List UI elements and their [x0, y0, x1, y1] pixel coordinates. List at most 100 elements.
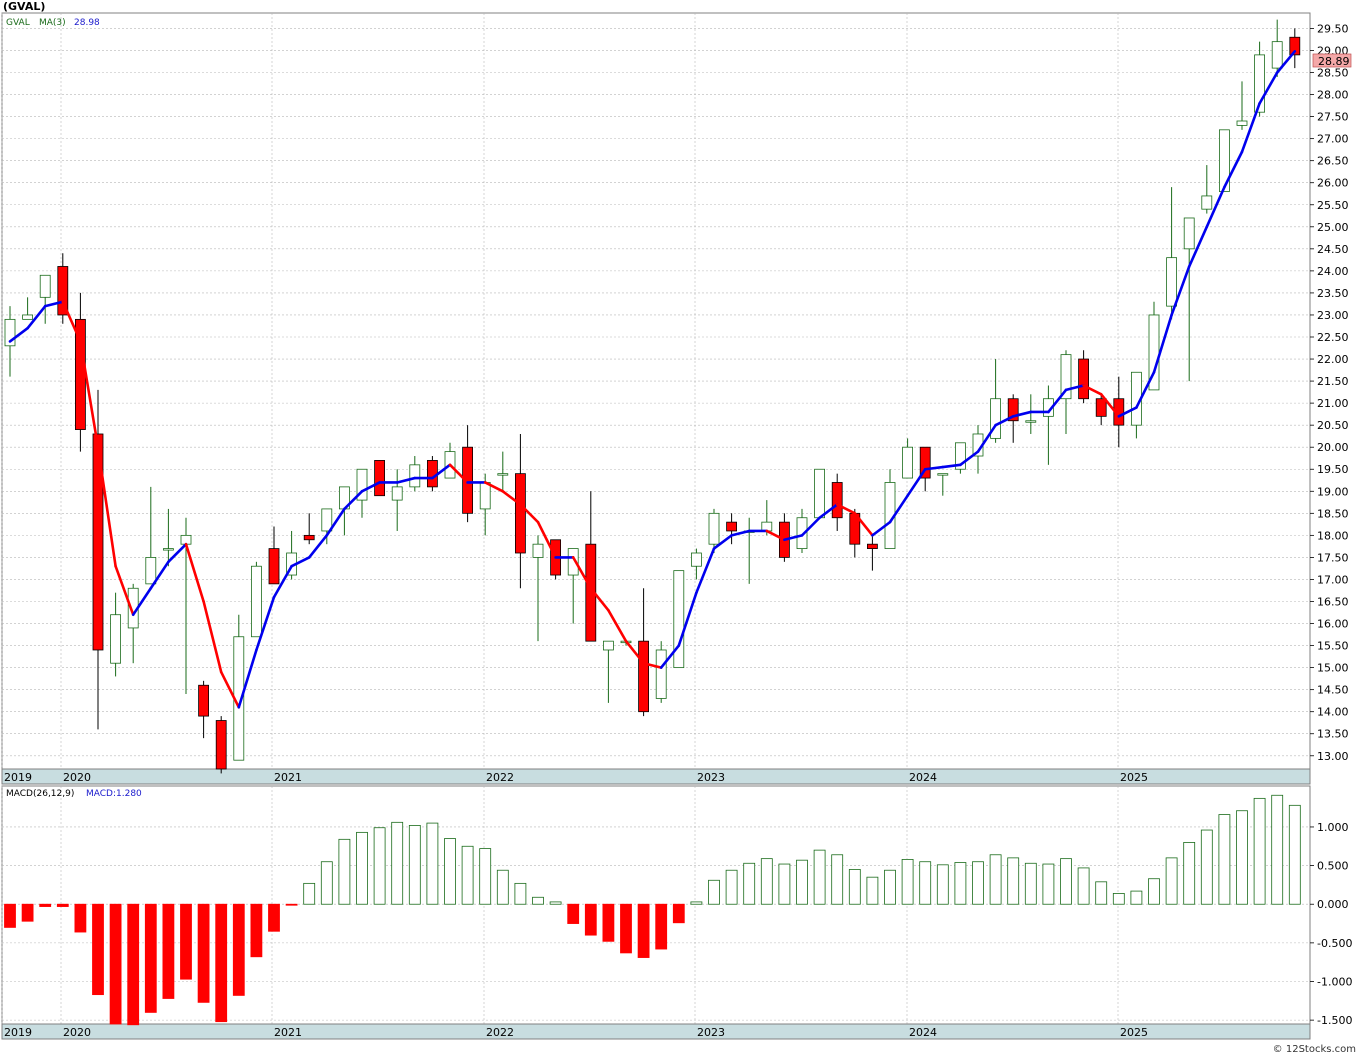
macd-bar — [180, 903, 192, 980]
macd-bar — [848, 869, 861, 905]
macd-tick-label: -1.500 — [1317, 1014, 1352, 1027]
price-tick-label: 21.00 — [1317, 397, 1349, 410]
macd-xaxis-band — [1, 1023, 1311, 1040]
ma-segment — [519, 503, 540, 524]
ma-segment — [1170, 265, 1191, 317]
ma-segment — [607, 609, 628, 643]
macd-bar — [1130, 890, 1143, 905]
candle — [250, 561, 262, 638]
price-tick-label: 24.50 — [1317, 243, 1349, 256]
candle-body — [1236, 120, 1248, 126]
candle-body — [796, 517, 808, 549]
macd-bar — [602, 903, 615, 942]
ma-segment — [730, 529, 751, 537]
price-tick-label: 13.00 — [1317, 750, 1349, 763]
legend-macd-label: MACD(26,12,9) — [6, 789, 74, 799]
candle-body — [990, 398, 1001, 439]
ma-segment — [1152, 313, 1173, 374]
macd-bar — [4, 903, 16, 928]
price-tick-label: 27.50 — [1317, 111, 1349, 124]
candle — [937, 473, 949, 496]
macd-tick-label: -0.500 — [1317, 937, 1352, 950]
candle — [1219, 129, 1230, 192]
price-tick-label: 29.50 — [1317, 22, 1349, 35]
legend-ma-value: 28.98 — [74, 18, 100, 28]
ma-segment — [167, 542, 188, 564]
candle — [145, 486, 157, 585]
ma-segment — [888, 494, 909, 524]
macd-bar — [514, 882, 527, 905]
candle — [1095, 394, 1107, 426]
candle — [391, 469, 403, 531]
ma-segment — [149, 560, 170, 590]
macd-bar — [796, 859, 808, 905]
candle-body — [321, 508, 333, 532]
price-tick-label: 15.00 — [1317, 662, 1349, 675]
ma-segment — [1099, 393, 1121, 418]
candle-body — [1183, 217, 1195, 250]
price-tick-label: 25.00 — [1317, 221, 1349, 234]
candle-body — [726, 521, 737, 532]
ma-segment — [61, 300, 82, 343]
macd-bar — [250, 903, 263, 958]
ma-segment — [818, 503, 839, 520]
candle — [1007, 394, 1019, 443]
ma-segment — [43, 300, 65, 308]
macd-bar — [1236, 810, 1248, 905]
candle — [1078, 350, 1089, 404]
price-tick-label: 18.50 — [1317, 507, 1349, 520]
candle-body — [761, 521, 773, 532]
candle — [462, 425, 474, 523]
candle — [1201, 165, 1213, 214]
macd-bar — [532, 896, 544, 905]
ma-segment — [343, 489, 364, 511]
price-tick-label: 25.50 — [1317, 199, 1349, 212]
page-title: (GVAL) — [3, 0, 46, 13]
price-xaxis-label: 2023 — [697, 771, 725, 784]
ma-segment — [1205, 185, 1226, 229]
ma-segment — [1240, 102, 1261, 154]
candle-body — [250, 565, 262, 638]
candle — [673, 570, 685, 669]
price-xaxis-label: 2024 — [909, 771, 937, 784]
macd-bar — [1095, 881, 1108, 905]
ma-segment — [290, 556, 311, 568]
macd-xaxis-label: 2024 — [909, 1026, 937, 1039]
price-xaxis-label: 2019 — [4, 771, 32, 784]
ma-segment — [835, 503, 857, 515]
candle — [990, 359, 1001, 443]
macd-xaxis-label: 2025 — [1120, 1026, 1148, 1039]
candle-body — [497, 473, 509, 476]
price-tick-label: 15.50 — [1317, 640, 1349, 653]
candle-body — [1219, 129, 1230, 192]
macd-bar — [1288, 804, 1301, 905]
legend-macd-value: MACD:1.280 — [86, 789, 142, 799]
ma-segment — [941, 463, 962, 469]
ma-segment — [501, 489, 522, 506]
candle-body — [867, 543, 878, 549]
ma-segment — [571, 556, 593, 590]
candle — [1236, 81, 1248, 130]
candle-body — [110, 614, 121, 664]
ma-segment — [765, 529, 786, 542]
ma-segment — [994, 415, 1015, 427]
macd-bar — [901, 859, 914, 905]
macd-xaxis-label: 2019 — [4, 1026, 32, 1039]
macd-bar — [461, 845, 474, 905]
legend-ma-label: MA(3) — [39, 18, 66, 28]
candle — [655, 641, 667, 703]
candle-body — [180, 534, 192, 545]
ma-segment — [906, 467, 927, 497]
candle-body — [708, 512, 720, 545]
candle — [567, 548, 579, 624]
macd-bar — [954, 862, 967, 905]
price-tick-label: 28.50 — [1317, 67, 1349, 80]
candle-body — [479, 482, 491, 510]
candle — [708, 508, 720, 553]
macd-bar — [989, 854, 1002, 905]
candle — [356, 468, 368, 518]
candle — [1271, 19, 1283, 77]
price-tick-label: 24.00 — [1317, 265, 1349, 278]
candle — [550, 539, 561, 580]
